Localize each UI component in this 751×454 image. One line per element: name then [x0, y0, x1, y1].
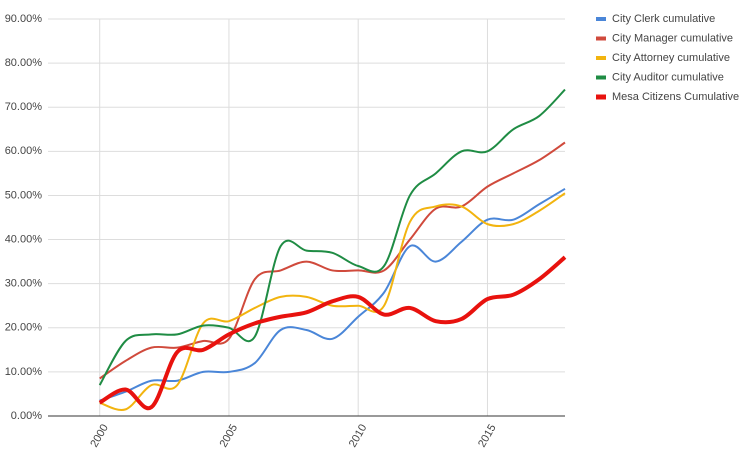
x-tick-label: 2015: [476, 422, 499, 449]
y-tick-label: 10.00%: [5, 366, 43, 378]
legend-label: City Attorney cumulative: [612, 52, 730, 64]
y-tick-label: 60.00%: [5, 145, 43, 157]
series-line: [99, 192, 566, 411]
y-tick-label: 90.00%: [5, 13, 43, 25]
legend-label: City Clerk cumulative: [612, 13, 715, 25]
y-tick-label: 40.00%: [5, 233, 43, 245]
y-tick-label: 20.00%: [5, 322, 43, 334]
x-tick-label: 2005: [218, 422, 241, 449]
x-tick-label: 2010: [347, 422, 370, 449]
legend-label: Mesa Citizens Cumulative: [612, 91, 739, 103]
y-tick-label: 80.00%: [5, 57, 43, 69]
x-tick-label: 2000: [88, 422, 111, 449]
legend-label: City Auditor cumulative: [612, 71, 724, 83]
series-line: [99, 187, 566, 402]
legend-label: City Manager cumulative: [612, 32, 733, 44]
y-tick-label: 50.00%: [5, 189, 43, 201]
y-tick-label: 30.00%: [5, 278, 43, 290]
series-line: [99, 141, 566, 380]
series-line: [98, 88, 566, 386]
series-line: [98, 255, 567, 411]
y-tick-label: 70.00%: [5, 101, 43, 113]
y-tick-label: 0.00%: [11, 410, 42, 422]
